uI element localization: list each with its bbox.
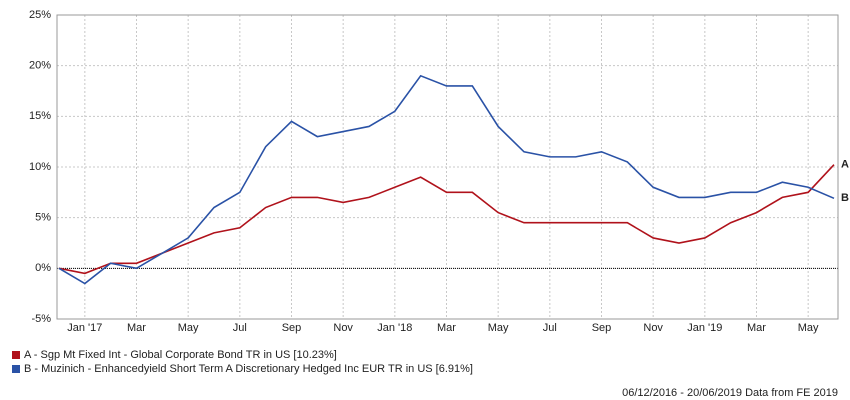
x-tick-label: Jan '19 <box>687 322 722 334</box>
series-line <box>58 164 835 275</box>
y-tick-label: 10% <box>29 161 51 173</box>
x-tick-label: Jan '18 <box>377 322 412 334</box>
footer: 06/12/2016 - 20/06/2019 Data from FE 201… <box>622 387 838 399</box>
end-label: B <box>841 192 849 204</box>
x-tick-label: Mar <box>747 322 766 334</box>
x-tick-label: May <box>798 322 819 334</box>
plot-frame <box>56 14 839 320</box>
y-tick-label: 15% <box>29 110 51 122</box>
y-tick-label: 25% <box>29 9 51 21</box>
x-tick-label: Jul <box>233 322 247 334</box>
y-tick-label: 5% <box>35 212 51 224</box>
legend-label: A - Sgp Mt Fixed Int - Global Corporate … <box>24 349 337 361</box>
y-tick-label: -5% <box>31 313 51 325</box>
x-tick-label: Nov <box>333 322 353 334</box>
x-tick-label: Mar <box>437 322 456 334</box>
x-tick-label: Nov <box>643 322 663 334</box>
y-tick-label: 0% <box>35 262 51 274</box>
x-tick-label: Jan '17 <box>67 322 102 334</box>
series-line <box>58 74 835 285</box>
legend-label: B - Muzinich - Enhancedyield Short Term … <box>24 363 473 375</box>
x-tick-label: Jul <box>543 322 557 334</box>
x-tick-label: Sep <box>282 322 302 334</box>
legend-swatch <box>12 365 20 373</box>
x-tick-label: May <box>488 322 509 334</box>
x-tick-label: Sep <box>592 322 612 334</box>
end-label: A <box>841 159 849 171</box>
x-tick-label: Mar <box>127 322 146 334</box>
y-tick-label: 20% <box>29 60 51 72</box>
legend-swatch <box>12 351 20 359</box>
x-tick-label: May <box>178 322 199 334</box>
